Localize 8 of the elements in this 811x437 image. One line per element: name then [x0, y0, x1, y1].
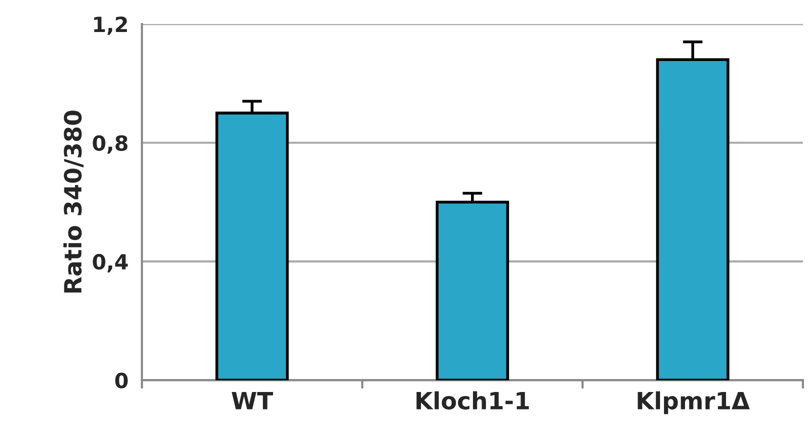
y-tick-label: 0,8: [92, 135, 128, 154]
x-tick-label: Klpmr1Δ: [638, 391, 750, 414]
y-axis-title: Ratio 340/380: [63, 110, 84, 293]
y-tick-label: 1,2: [94, 16, 127, 35]
y-tick-label: 0: [115, 372, 128, 388]
y-tick-label: 0,4: [92, 254, 128, 272]
x-tick-label: WT: [232, 392, 274, 410]
x-tick-label: Kloch1-1: [416, 391, 529, 410]
